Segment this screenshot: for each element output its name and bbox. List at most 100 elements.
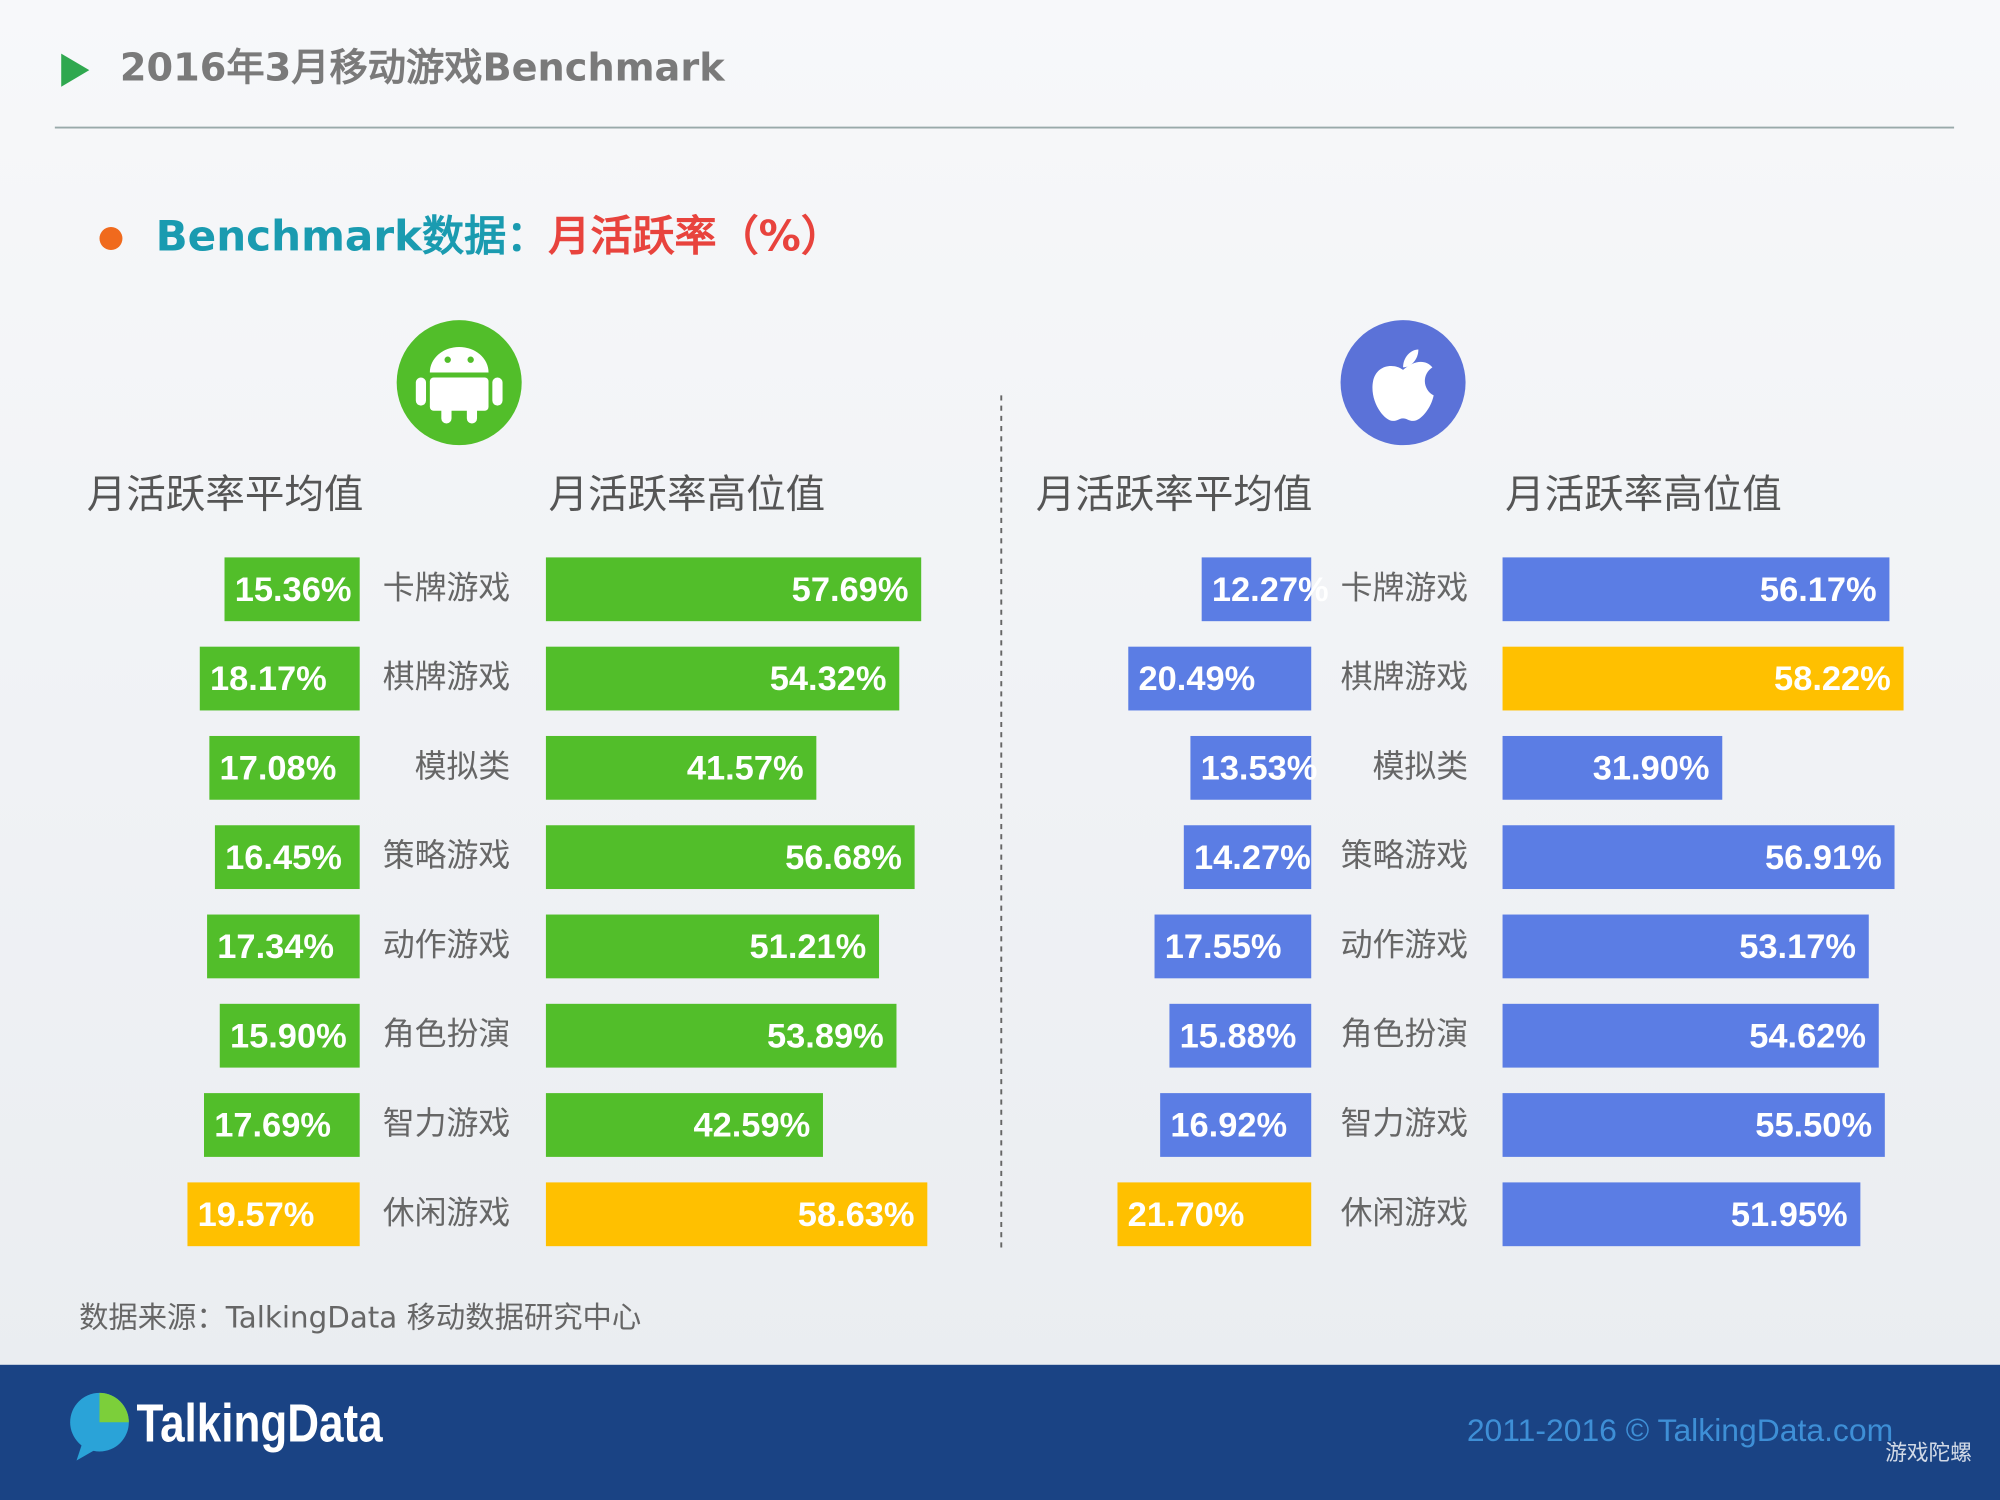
bullet <box>99 227 123 250</box>
category-label: 休闲游戏 <box>1341 1193 1468 1231</box>
bar <box>199 646 360 711</box>
bar <box>545 1093 823 1157</box>
value-label: 15.88% <box>1180 1017 1297 1055</box>
bar <box>209 735 360 800</box>
bar <box>1169 1003 1312 1068</box>
value-label: 14.27% <box>1194 839 1311 877</box>
value-label: 54.62% <box>1749 1017 1866 1055</box>
category-label: 棋牌游戏 <box>1341 658 1468 696</box>
bar <box>1154 914 1312 979</box>
value-label: 54.32% <box>770 660 887 698</box>
value-label: 17.69% <box>214 1107 331 1145</box>
bar <box>187 1182 360 1247</box>
bar <box>1502 914 1869 979</box>
subtitle-prefix: Benchmark数据： <box>156 211 549 260</box>
bar <box>214 825 360 890</box>
value-label: 51.21% <box>750 928 867 966</box>
bar <box>219 1003 360 1068</box>
column-header: 月活跃率平均值 <box>1036 472 1313 518</box>
source: 数据来源：TalkingData 移动数据研究中心 <box>79 1300 641 1334</box>
value-label: 53.17% <box>1739 928 1856 966</box>
bar <box>545 557 922 622</box>
column-header: 月活跃率高位值 <box>1505 472 1782 518</box>
bar <box>1502 1003 1879 1068</box>
category-label: 智力游戏 <box>383 1104 511 1142</box>
value-label: 20.49% <box>1138 660 1255 698</box>
value-label: 13.53% <box>1201 750 1318 788</box>
bar <box>204 1093 360 1157</box>
bar <box>1117 1182 1312 1247</box>
category-label: 休闲游戏 <box>383 1193 511 1231</box>
apple-icon <box>1340 320 1466 446</box>
bar <box>545 646 900 711</box>
bar <box>1502 825 1895 890</box>
category-label: 智力游戏 <box>1341 1104 1468 1142</box>
bar <box>1502 1182 1861 1247</box>
value-label: 16.92% <box>1170 1107 1287 1145</box>
bar <box>1160 1093 1312 1157</box>
value-label: 31.90% <box>1593 750 1710 788</box>
value-label: 12.27% <box>1212 571 1329 609</box>
value-label: 55.50% <box>1755 1107 1872 1145</box>
value-label: 19.57% <box>198 1196 315 1234</box>
category-label: 角色扮演 <box>1341 1015 1468 1053</box>
bar <box>1183 825 1312 890</box>
category-label: 动作游戏 <box>383 925 511 963</box>
bar <box>1502 735 1723 800</box>
category-label: 棋牌游戏 <box>383 658 511 696</box>
value-label: 56.68% <box>785 839 902 877</box>
footer-band <box>0 1364 2000 1500</box>
category-label: 策略游戏 <box>383 836 511 874</box>
value-label: 17.34% <box>217 928 334 966</box>
bar <box>224 557 360 622</box>
value-label: 15.90% <box>230 1017 347 1055</box>
footer-logo: TalkingData <box>136 1394 383 1453</box>
subtitle: Benchmark数据：月活跃率（%） <box>156 211 843 260</box>
bar <box>1502 646 1904 711</box>
bar <box>1201 557 1312 622</box>
bar <box>545 735 817 800</box>
value-label: 41.57% <box>687 750 804 788</box>
title: 2016年3月移动游戏Benchmark <box>120 46 726 91</box>
category-label: 模拟类 <box>415 747 511 785</box>
value-label: 58.22% <box>1774 660 1891 698</box>
bar <box>207 914 360 979</box>
column-header: 月活跃率平均值 <box>87 472 364 518</box>
bar <box>1502 1093 1885 1157</box>
category-label: 策略游戏 <box>1341 836 1468 874</box>
bar <box>545 825 915 890</box>
bar <box>545 1003 897 1068</box>
bar <box>1502 557 1890 622</box>
value-label: 53.89% <box>767 1017 884 1055</box>
category-label: 动作游戏 <box>1341 925 1468 963</box>
subtitle-metric: 月活跃率（%） <box>548 211 843 260</box>
category-label: 角色扮演 <box>383 1015 511 1053</box>
value-label: 15.36% <box>235 571 352 609</box>
category-label: 模拟类 <box>1372 747 1468 785</box>
value-label: 56.91% <box>1765 839 1882 877</box>
value-label: 17.08% <box>220 750 337 788</box>
column-header: 月活跃率高位值 <box>548 472 825 518</box>
title-arrow <box>61 53 90 87</box>
value-label: 57.69% <box>792 571 909 609</box>
android-icon <box>396 320 522 446</box>
value-label: 42.59% <box>693 1107 810 1145</box>
value-label: 18.17% <box>210 660 327 698</box>
footer-logo-icon <box>70 1392 129 1461</box>
value-label: 51.95% <box>1731 1196 1848 1234</box>
value-label: 56.17% <box>1760 571 1877 609</box>
category-label: 卡牌游戏 <box>383 568 511 606</box>
bar <box>545 1182 928 1247</box>
bar <box>1190 735 1312 800</box>
category-label: 卡牌游戏 <box>1341 568 1468 606</box>
value-label: 17.55% <box>1165 928 1282 966</box>
watermark: 游戏陀螺 <box>1885 1441 1972 1466</box>
value-label: 21.70% <box>1128 1196 1245 1234</box>
bar <box>545 914 880 979</box>
copyright: 2011-2016 © TalkingData.com <box>1467 1412 1893 1448</box>
bar <box>1128 646 1312 711</box>
value-label: 16.45% <box>225 839 342 877</box>
value-label: 58.63% <box>798 1196 915 1234</box>
